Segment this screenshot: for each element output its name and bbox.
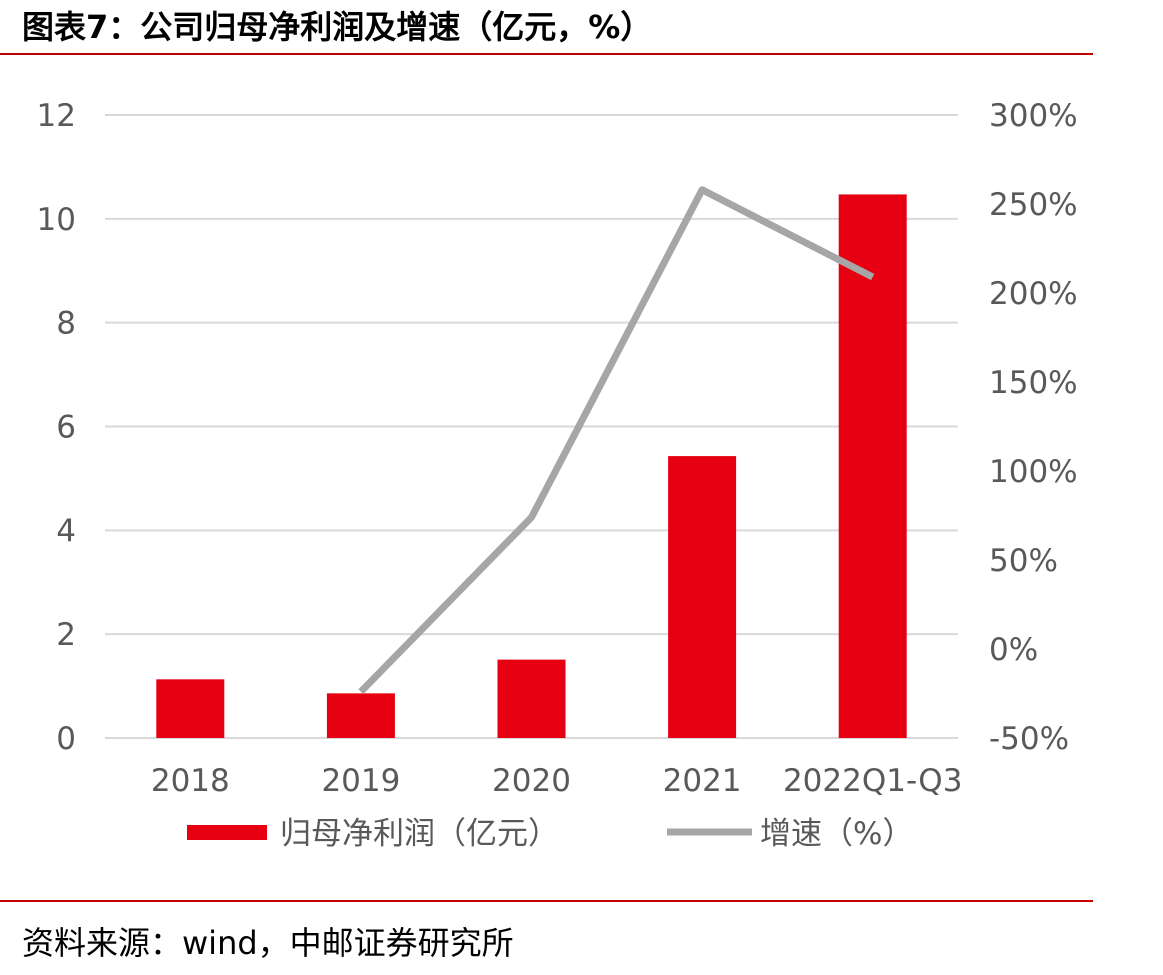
right-tick-label: 150% [989,365,1078,401]
right-tick-label: 50% [989,543,1058,579]
left-tick-label: 2 [56,617,76,653]
source-note: 资料来源：wind，中邮证券研究所 [22,924,514,962]
gridlines [105,114,958,739]
bar-series [156,194,907,738]
growth-line-series [358,186,875,695]
profit-bar [497,659,566,738]
x-tick-label: 2019 [321,763,400,799]
source-divider [0,900,1093,902]
x-axis: 2018 2019 2020 2021 2022Q1-Q3 [151,763,963,799]
legend-bar-swatch [187,825,267,840]
legend-line-label: 增速（%） [760,816,913,852]
right-tick-label: 100% [989,454,1078,490]
right-tick-label: 250% [989,187,1078,223]
right-tick-label: -50% [989,721,1069,757]
title-divider [0,53,1093,55]
right-tick-label: 0% [989,632,1038,668]
right-y-axis: -50% 0% 50% 100% 150% 200% 250% 300% [989,98,1078,757]
left-tick-label: 12 [37,98,76,134]
legend-bar-label: 归母净利润（亿元） [280,816,559,852]
legend: 归母净利润（亿元） 增速（%） [187,816,913,852]
left-tick-label: 0 [56,721,76,757]
growth-line [358,186,875,695]
profit-bar [156,679,225,738]
x-tick-label: 2021 [663,763,742,799]
right-tick-label: 200% [989,276,1078,312]
x-tick-label: 2022Q1-Q3 [783,763,962,799]
right-tick-label: 300% [989,98,1078,134]
left-tick-label: 8 [56,306,76,342]
profit-bar [326,693,395,738]
x-tick-label: 2020 [492,763,571,799]
left-tick-label: 10 [37,202,76,238]
left-tick-label: 6 [56,410,76,446]
chart-title: 图表7：公司归母净利润及增速（亿元，%） [22,8,653,46]
x-tick-label: 2018 [151,763,230,799]
left-y-axis: 0 2 4 6 8 10 12 [37,98,76,757]
profit-bar [668,456,737,738]
left-tick-label: 4 [56,513,76,549]
profit-bar [838,194,907,738]
